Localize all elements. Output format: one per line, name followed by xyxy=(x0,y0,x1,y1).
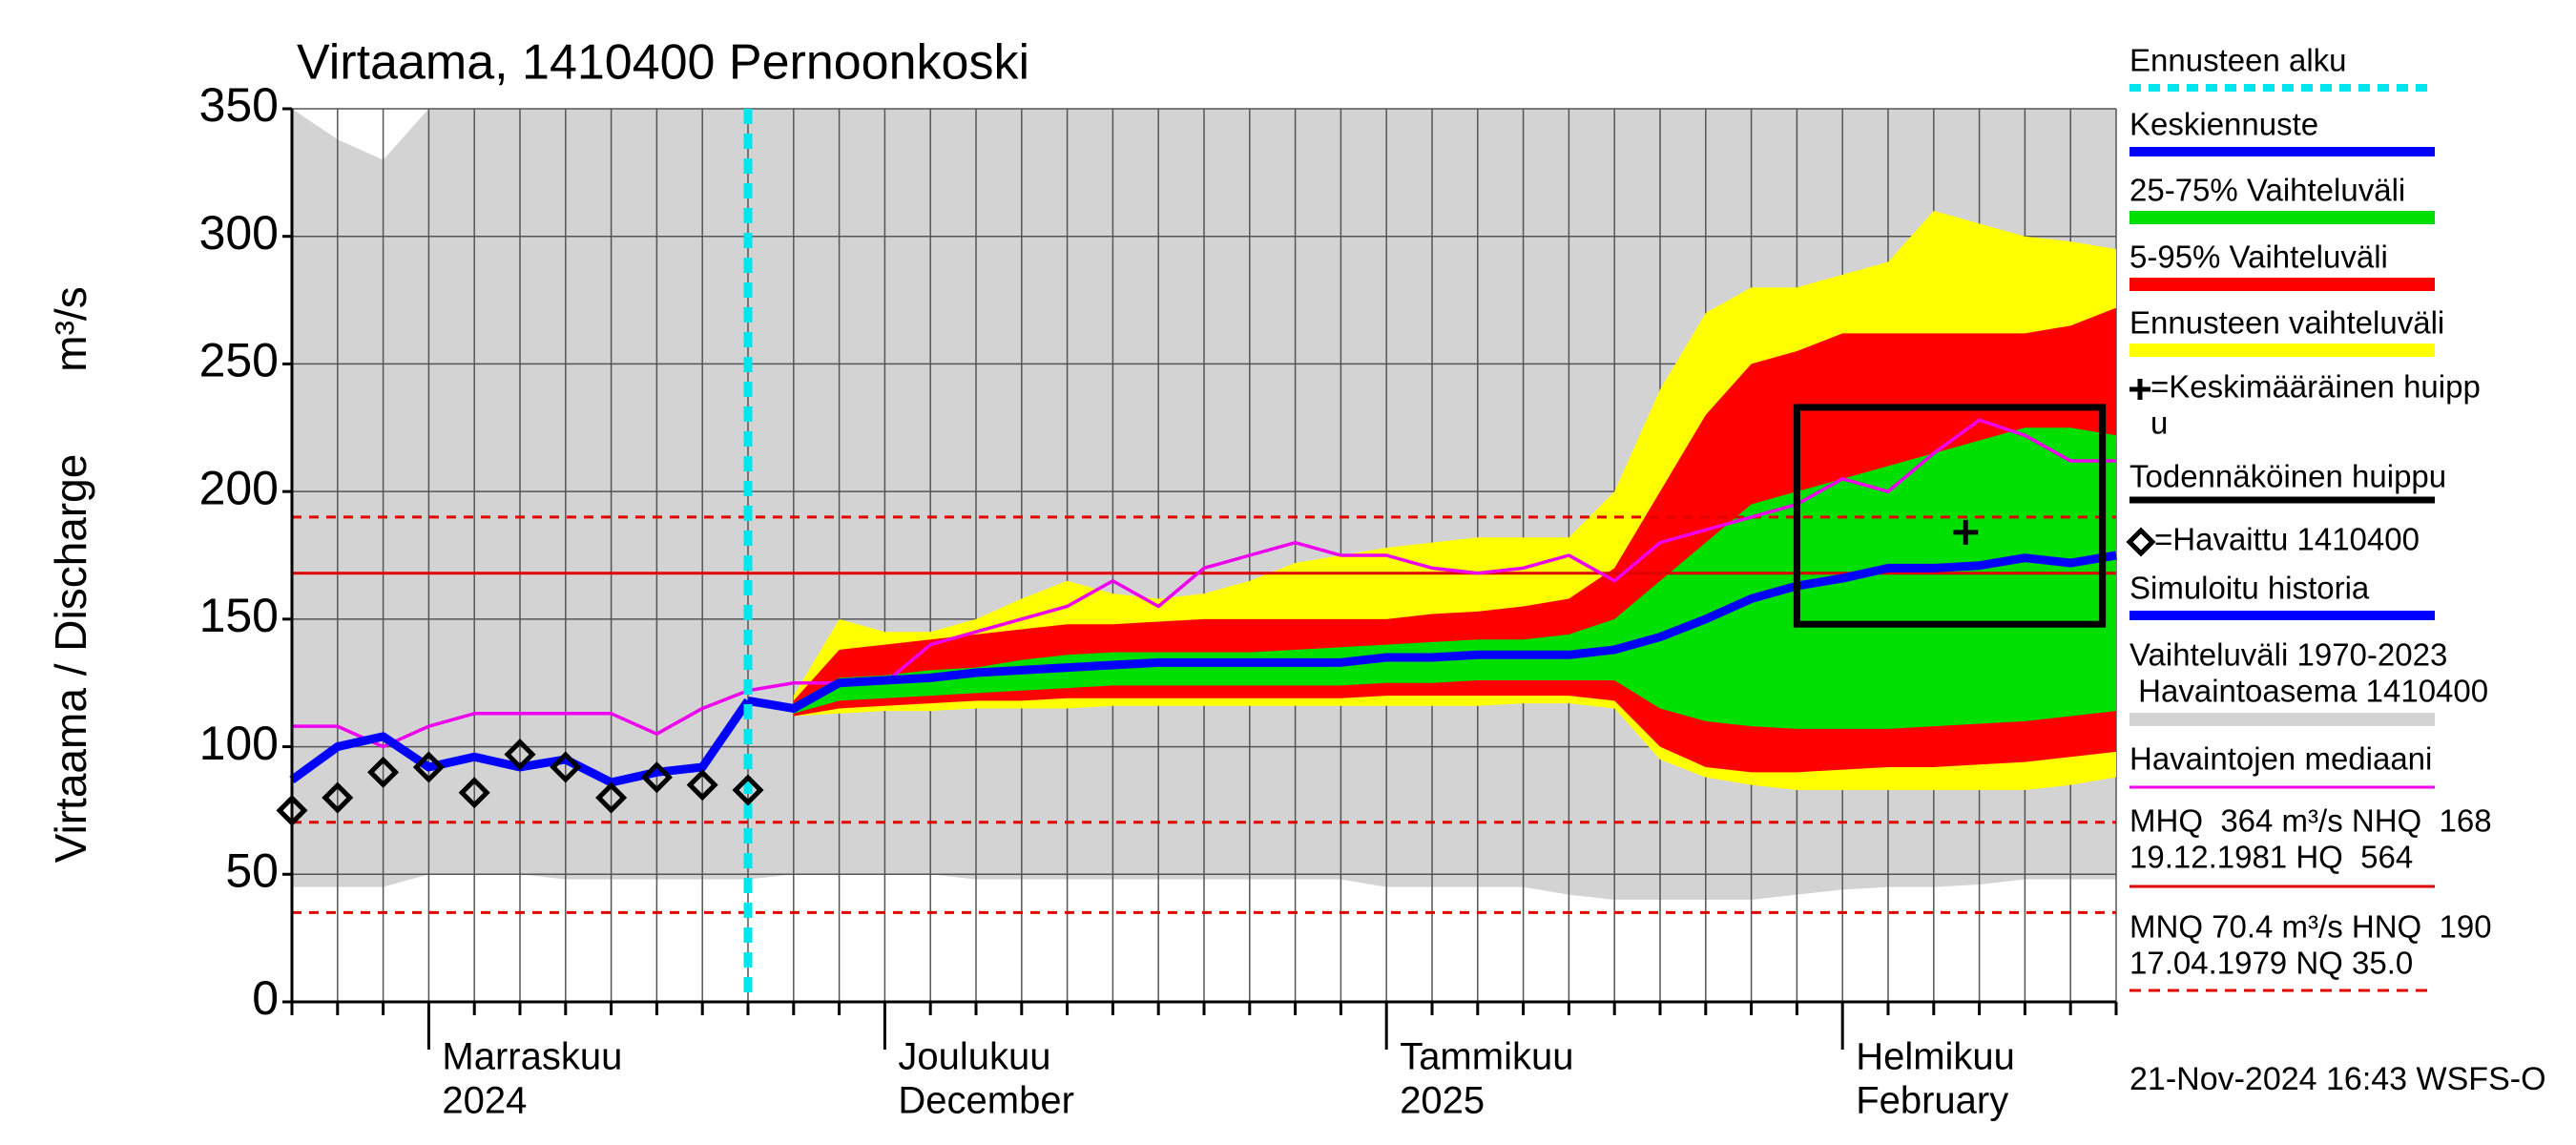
observed-marker xyxy=(367,756,400,788)
observed-marker xyxy=(504,739,536,771)
legend-label: u xyxy=(2150,406,2168,441)
chart-title: Virtaama, 1410400 Pernoonkoski xyxy=(297,35,1029,91)
y-axis-unit: m³/s xyxy=(46,286,95,371)
y-tick-label: 300 xyxy=(199,206,279,260)
x-tick-label: Joulukuu xyxy=(898,1036,1050,1078)
legend-label: MHQ 364 m³/s NHQ 168 xyxy=(2129,803,2492,839)
legend-label: 19.12.1981 HQ 564 xyxy=(2129,840,2413,875)
observed-marker xyxy=(686,769,718,802)
x-tick-label: 2024 xyxy=(442,1080,527,1122)
legend-label: Vaihteluväli 1970-2023 xyxy=(2129,637,2447,673)
y-tick-label: 350 xyxy=(199,78,279,132)
legend-label: Simuloitu historia xyxy=(2129,571,2370,606)
observed-marker xyxy=(732,774,764,806)
legend-label: Havaintojen mediaani xyxy=(2129,741,2432,777)
legend-label: Havaintoasema 1410400 xyxy=(2129,674,2488,709)
footer-note: 21-Nov-2024 16:43 WSFS-O xyxy=(2129,1061,2546,1097)
legend-label: 5-95% Vaihteluväli xyxy=(2129,239,2388,275)
x-tick-label: Tammikuu xyxy=(1400,1036,1573,1078)
legend-symbol xyxy=(2129,379,2150,400)
observed-marker xyxy=(550,751,582,783)
legend-label: =Keskimääräinen huipp xyxy=(2150,369,2481,405)
legend: Ennusteen alku Keskiennuste 25-75% Vaihtel… xyxy=(2126,43,2492,992)
legend-label: Ennusteen alku xyxy=(2129,43,2347,78)
observed-marker xyxy=(640,761,673,794)
x-tick-label: Marraskuu xyxy=(442,1036,622,1078)
legend-label: Ennusteen vaihteluväli xyxy=(2129,305,2444,341)
x-tick-label: Helmikuu xyxy=(1856,1036,2015,1078)
observed-marker xyxy=(412,751,445,783)
observed-marker xyxy=(458,777,490,809)
legend-label: 25-75% Vaihteluväli xyxy=(2129,173,2405,208)
x-tick-label: 2025 xyxy=(1400,1080,1485,1122)
mean-peak xyxy=(1953,519,1979,545)
peak-box xyxy=(1793,404,2107,628)
legend-symbol xyxy=(2126,527,2156,557)
legend-label: Keskiennuste xyxy=(2129,107,2318,142)
y-tick-label: 250 xyxy=(199,334,279,387)
y-tick-label: 100 xyxy=(199,717,279,770)
x-tick-label: February xyxy=(1856,1080,2008,1122)
x-tick-label: December xyxy=(898,1080,1074,1122)
y-axis-label: Virtaama / Discharge xyxy=(46,454,95,864)
legend-label: =Havaittu 1410400 xyxy=(2154,522,2420,557)
y-tick-label: 0 xyxy=(252,971,279,1025)
series-line xyxy=(292,418,2116,749)
series-line xyxy=(747,551,2117,713)
legend-label: Todennäköinen huippu xyxy=(2129,459,2446,494)
observed-marker xyxy=(322,781,354,814)
legend-label: 17.04.1979 NQ 35.0 xyxy=(2129,946,2413,981)
y-tick-label: 150 xyxy=(199,589,279,642)
y-tick-label: 200 xyxy=(199,461,279,514)
band-area xyxy=(793,427,2116,729)
legend-label: MNQ 70.4 m³/s HNQ 190 xyxy=(2129,909,2492,945)
y-tick-label: 50 xyxy=(225,843,279,897)
observed-marker xyxy=(595,781,628,814)
